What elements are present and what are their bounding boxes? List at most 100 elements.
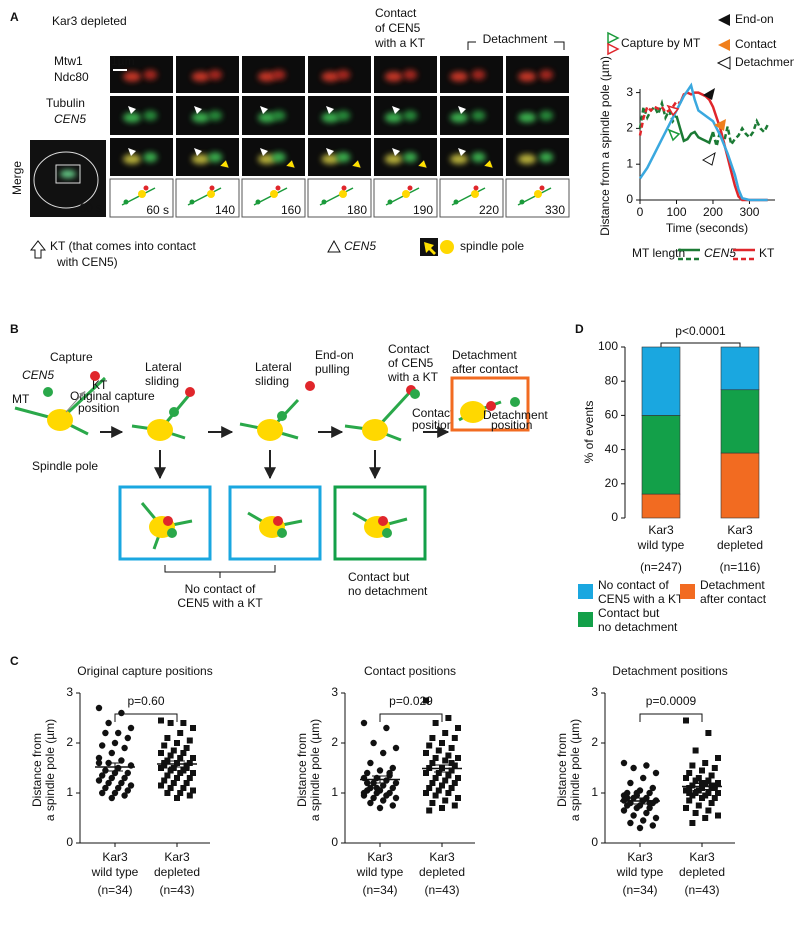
- schematic-pole: [138, 190, 146, 198]
- data-point: [170, 747, 177, 754]
- bar-segment: [720, 452, 760, 519]
- data-point: [643, 809, 650, 817]
- data-point: [448, 785, 455, 791]
- spindle-pole: [460, 401, 486, 423]
- data-point: [627, 779, 634, 787]
- legend-swatch: [578, 584, 593, 599]
- signal: [257, 71, 276, 82]
- data-point: [711, 795, 718, 801]
- p-value: p=0.029: [389, 694, 433, 708]
- bar-segment: [641, 346, 681, 416]
- data-point: [426, 807, 433, 814]
- x-tick-label: wild type: [91, 865, 139, 879]
- spindle-pole: [362, 419, 388, 441]
- data-point: [102, 729, 109, 737]
- kinetochore: [486, 401, 496, 411]
- data-point: [702, 760, 709, 766]
- plot-title: Contact positions: [364, 664, 456, 678]
- data-point: [649, 822, 656, 829]
- data-point: [451, 735, 458, 741]
- data-point: [383, 724, 390, 732]
- diagram-label: Spindle pole: [32, 459, 98, 473]
- data-point: [174, 775, 180, 781]
- cen5-triangle-icon: [327, 239, 341, 253]
- capture-icon: [607, 31, 620, 45]
- group-bracket: [164, 565, 276, 578]
- y-tick-label: 3: [591, 685, 598, 699]
- diagram-label: no detachment: [348, 584, 428, 598]
- data-point: [652, 814, 660, 822]
- legend-label: KT: [759, 246, 775, 260]
- pole-arrow-icon: [424, 242, 436, 255]
- y-tick-label: 100: [598, 339, 618, 353]
- signal: [384, 112, 403, 123]
- micrograph: [440, 138, 503, 176]
- x-tick-label: Kar3: [689, 850, 715, 864]
- diagram-label: CEN5 with a KT: [177, 596, 263, 610]
- data-point: [190, 725, 196, 731]
- data-point: [360, 789, 368, 797]
- signal: [143, 152, 158, 163]
- schematic-tile: [505, 178, 570, 218]
- data-point: [451, 780, 458, 786]
- schematic-pole: [402, 190, 410, 198]
- data-point: [715, 755, 721, 761]
- x-tick-label: Kar3: [367, 850, 393, 864]
- p-bracket: [114, 713, 178, 722]
- data-point: [445, 752, 452, 759]
- row-label: CEN5: [54, 112, 86, 126]
- data-point: [689, 762, 696, 769]
- data-point: [711, 765, 718, 771]
- data-point: [646, 789, 653, 797]
- micrograph: [440, 96, 503, 135]
- data-point: [702, 815, 709, 821]
- pointer: [285, 159, 296, 169]
- signal: [403, 69, 418, 80]
- signal: [403, 110, 418, 121]
- data-point: [683, 787, 689, 794]
- signal: [191, 154, 210, 165]
- data-point: [432, 720, 439, 726]
- data-point: [689, 792, 696, 799]
- data-point: [715, 790, 721, 796]
- data-point: [423, 697, 429, 704]
- row-label: Ndc80: [54, 70, 89, 84]
- data-point: [455, 725, 461, 731]
- signal: [518, 154, 537, 165]
- data-point: [127, 782, 135, 789]
- data-point: [190, 770, 196, 776]
- y-axis-label: Distance from: [555, 733, 569, 807]
- legend-text: CEN5: [344, 239, 376, 253]
- schematic-cen5: [123, 199, 129, 205]
- data-point: [111, 789, 119, 797]
- data-point: [715, 780, 721, 786]
- schematic-pole: [270, 190, 278, 198]
- signal: [450, 71, 469, 82]
- data-point: [95, 777, 103, 784]
- data-point: [692, 747, 699, 754]
- data-point: [360, 719, 368, 727]
- data-point: [183, 780, 190, 786]
- data-point: [708, 772, 715, 779]
- diagram-label: Detachment: [483, 408, 548, 422]
- signal: [257, 112, 276, 123]
- capture-pointer: [666, 104, 680, 117]
- micrograph: [506, 138, 569, 176]
- data-point: [380, 782, 387, 789]
- data-point: [439, 740, 445, 746]
- x-tick-label: Kar3: [429, 850, 455, 864]
- data-point: [370, 739, 377, 747]
- signal: [257, 154, 276, 165]
- series-line: [675, 115, 715, 145]
- x-tick-label: 100: [666, 205, 686, 219]
- header-contact: Contact: [375, 6, 417, 20]
- data-point: [183, 745, 190, 751]
- data-point: [183, 765, 190, 771]
- diagram-label: Lateral: [145, 360, 182, 374]
- schematic-kt: [209, 185, 215, 191]
- scale-bar: [113, 69, 127, 71]
- signal: [321, 112, 340, 123]
- data-point: [158, 765, 164, 771]
- y-tick-label: 2: [626, 121, 633, 135]
- x-tick-label: (n=247): [640, 560, 682, 574]
